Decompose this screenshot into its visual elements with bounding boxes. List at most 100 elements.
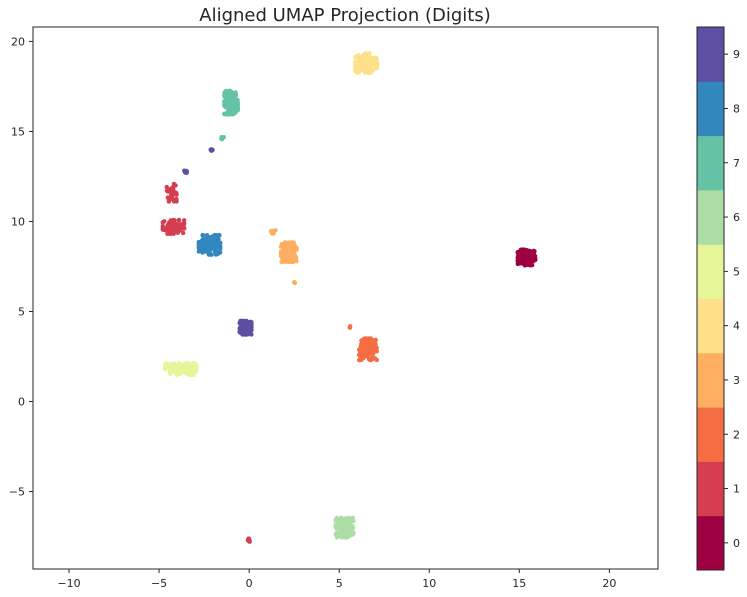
data-point: [339, 527, 344, 533]
data-point: [249, 332, 254, 337]
data-point: [165, 231, 170, 236]
data-point: [176, 217, 182, 223]
data-point: [217, 248, 222, 253]
data-point: [289, 259, 294, 264]
data-point: [338, 531, 344, 536]
data-point: [286, 240, 291, 245]
data-point: [212, 233, 217, 238]
data-point: [344, 532, 349, 537]
data-point: [181, 230, 186, 236]
cluster-digit-3: [268, 228, 278, 236]
data-point: [347, 325, 353, 330]
data-point: [177, 364, 182, 369]
colorbar-segment-4: [697, 298, 724, 354]
data-point: [369, 56, 375, 61]
data-point: [285, 259, 291, 264]
data-point: [525, 252, 531, 257]
data-point: [287, 253, 293, 258]
colorbar: 0 1 2 3 4 5 6 7 8 9: [696, 26, 740, 571]
data-point: [182, 218, 187, 223]
data-point: [174, 366, 179, 371]
data-point: [209, 148, 214, 153]
data-point: [246, 327, 251, 332]
data-point: [357, 357, 362, 363]
x-tick-label: 20: [602, 577, 616, 590]
cluster-digit-2: [347, 324, 353, 330]
data-point: [355, 70, 360, 75]
cluster-digit-0: [515, 247, 538, 268]
data-point: [519, 253, 525, 259]
colorbar-segment-2: [697, 407, 724, 462]
data-point: [183, 170, 188, 175]
colorbar-tick-label: 6: [733, 211, 740, 224]
data-point: [366, 357, 372, 362]
data-point: [164, 184, 169, 190]
data-point: [200, 233, 205, 238]
data-point: [211, 243, 216, 249]
data-point: [200, 250, 205, 255]
x-tick-label: −10: [57, 577, 80, 590]
colorbar-segment-1: [697, 461, 724, 517]
data-point: [166, 226, 171, 231]
y-tick-label: 5: [18, 306, 25, 319]
y-tick-label: −5: [9, 486, 25, 499]
data-point: [233, 101, 239, 107]
cluster-digit-7: [222, 88, 241, 117]
data-point: [171, 181, 177, 187]
x-tick-label: 15: [512, 577, 526, 590]
colorbar-frame: [696, 26, 725, 571]
cluster-digit-3: [292, 279, 298, 286]
data-point: [334, 535, 340, 540]
cluster-digit-8: [196, 233, 223, 257]
data-point: [174, 199, 179, 204]
cluster-digit-1: [160, 217, 187, 236]
colorbar-tick-label: 0: [733, 537, 740, 550]
x-tick-label: 0: [246, 577, 253, 590]
data-point: [168, 363, 174, 369]
data-point: [187, 367, 192, 372]
data-point: [353, 59, 358, 64]
data-point: [366, 70, 371, 75]
data-point: [365, 55, 370, 61]
colorbar-segment-7: [697, 135, 724, 191]
data-point: [169, 191, 174, 196]
data-point: [353, 55, 358, 60]
data-point: [360, 343, 366, 348]
data-point: [221, 135, 226, 140]
data-point: [237, 321, 242, 326]
colorbar-tick-label: 2: [733, 428, 740, 441]
data-point: [225, 99, 231, 104]
chart-title: Aligned UMAP Projection (Digits): [199, 5, 490, 26]
data-point: [167, 187, 173, 192]
cluster-digit-5: [162, 361, 199, 378]
data-point: [242, 328, 247, 333]
cluster-digit-3: [278, 240, 299, 264]
data-point: [179, 367, 184, 372]
data-point: [210, 237, 215, 242]
data-point: [515, 250, 520, 256]
cluster-digit-9: [208, 147, 215, 153]
cluster-digit-4: [353, 51, 380, 75]
data-point: [279, 242, 285, 247]
data-point: [292, 254, 298, 259]
colorbar-segment-8: [697, 81, 724, 137]
data-point: [361, 351, 366, 356]
data-point: [367, 350, 372, 355]
colorbar-tick-label: 4: [733, 320, 740, 333]
data-point: [285, 247, 290, 252]
data-point: [340, 535, 345, 540]
data-point: [364, 65, 369, 71]
colorbar-tick-label: 9: [733, 48, 740, 61]
data-point: [351, 518, 356, 524]
scatter-points: [160, 51, 538, 544]
data-point: [162, 365, 168, 370]
data-point: [181, 224, 186, 229]
colorbar-tick-label: 5: [733, 265, 740, 278]
data-point: [249, 321, 254, 326]
data-point: [169, 231, 174, 236]
y-tick-label: 20: [11, 35, 25, 48]
data-point: [228, 88, 233, 94]
data-point: [353, 64, 358, 69]
data-point: [190, 364, 195, 370]
